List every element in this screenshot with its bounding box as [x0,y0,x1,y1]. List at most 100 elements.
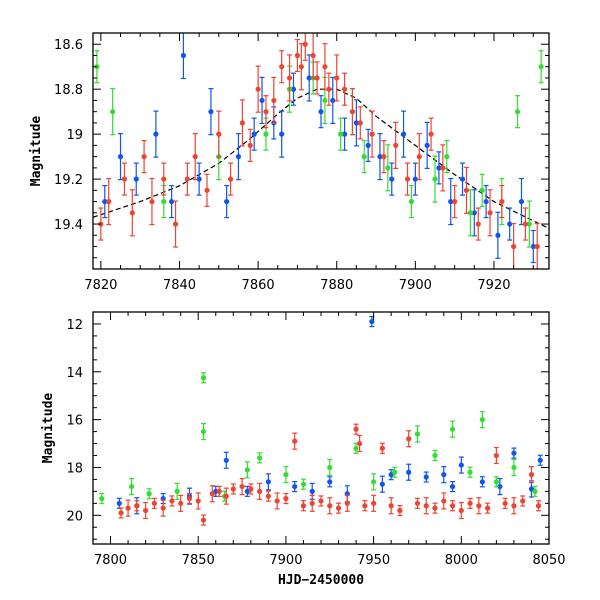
data-point [353,423,359,435]
data-point [169,184,175,219]
data-point [257,452,263,464]
data-point [192,133,198,181]
data-point [436,151,442,185]
y-tick-label: 18.8 [54,83,83,98]
data-point [335,502,342,514]
data-point [353,99,359,147]
y-tick-label: 19.2 [54,173,83,188]
data-point [458,456,464,474]
data-point [526,200,532,248]
data-point [326,72,332,106]
plot-area [99,315,543,526]
data-point [172,200,179,248]
data-point [441,466,447,484]
data-point [502,497,508,509]
data-point [371,473,377,491]
data-point [292,432,298,450]
data-point [300,478,307,490]
data-point [161,162,167,196]
data-point [349,88,356,136]
data-point [118,507,124,519]
data-point [294,38,301,73]
data-point [379,442,385,454]
data-point [537,454,543,466]
data-point [151,497,157,509]
y-tick-label: 18.6 [54,38,83,53]
data-point [389,162,395,196]
data-point [379,475,385,493]
data-point [309,494,315,512]
data-point [209,485,215,503]
data-point [149,177,155,226]
data-point [522,207,529,241]
data-point [511,222,517,269]
data-point [459,162,466,196]
data-point [344,494,350,512]
data-point [520,495,526,507]
data-point [263,95,269,129]
data-point [369,315,375,328]
data-point [286,54,293,102]
data-point [356,434,363,453]
data-point [511,497,517,515]
series-2 [99,372,538,505]
data-point [129,189,135,237]
data-point [322,43,328,91]
data-point [341,72,348,106]
data-point [385,144,391,192]
data-point [143,501,149,520]
y-tick-label: 19 [66,128,83,143]
data-point [274,492,280,510]
data-point [538,50,544,84]
y-tick-label: 19.4 [54,218,83,233]
data-point [507,207,513,241]
data-point [423,497,429,515]
data-point [224,184,230,219]
data-point [257,482,263,500]
data-point [255,65,261,113]
series-1 [116,315,543,515]
panel-1: 7820 7840 7860 7880 7900 7920 18.6 18.8 19 19.2 19… [29,32,550,293]
data-point [338,117,344,151]
data-point [449,480,456,493]
data-point [265,473,271,491]
data-point [283,466,289,484]
x-tick-label: 7900 [269,553,302,568]
data-point [357,106,363,140]
data-point [117,133,124,181]
data-point [184,162,190,196]
data-point [216,485,222,497]
data-point [216,110,222,158]
data-point [428,117,434,151]
data-point [292,480,298,493]
data-point [404,162,411,196]
data-point [397,504,403,517]
x-tick-label: 7840 [163,278,196,293]
data-point [369,110,375,158]
data-point [441,492,447,510]
data-point [479,476,485,488]
data-point [283,492,289,505]
x-tick-label: 7800 [94,553,127,568]
data-point [514,95,521,129]
data-point [200,514,207,526]
x-tick-label: 7950 [357,553,390,568]
plot-frame [92,32,550,270]
data-point [186,492,193,505]
data-point [518,177,525,226]
data-point [259,76,265,125]
data-point [532,485,538,497]
data-point [511,458,517,477]
data-point [99,492,105,505]
data-point [327,476,333,488]
data-point [497,477,503,496]
data-point [393,121,399,169]
data-point [318,95,324,129]
data-point [475,207,481,241]
x-tick-label: 7920 [477,278,510,293]
data-point [330,76,336,125]
data-point [479,411,485,429]
data-point [195,492,201,510]
data-point [271,76,277,125]
